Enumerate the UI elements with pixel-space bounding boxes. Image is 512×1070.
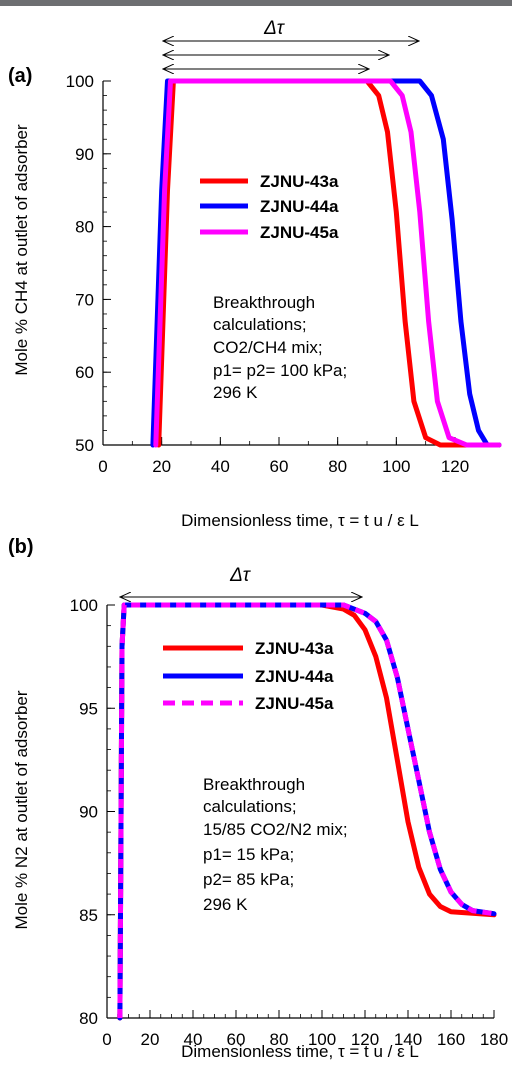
panel-a-y-tick-label: 80 — [75, 218, 94, 237]
panel-b-plot-area: 0 20 40 60 80 100 120 140 160 180 80 85 90 95 100 — [70, 596, 509, 1049]
panel-a-note-line-2: calculations; — [213, 315, 307, 334]
panel-a-annotation: Breakthrough calculations; CO2/CH4 mix; … — [213, 293, 347, 402]
series-line-zjnu-43a — [156, 78, 502, 448]
panel-a-note-line-4: p1= p2= 100 kPa; — [213, 361, 347, 380]
legend-label-zjnu-44a: ZJNU-44a — [260, 197, 339, 216]
panel-a-y-tick-label: 90 — [75, 145, 94, 164]
panel-a-x-tick-label: 40 — [211, 457, 230, 476]
panel-a-delta-tau-arrows — [163, 41, 419, 69]
panel-b-x-tick-label: 0 — [102, 1030, 111, 1049]
legend-label-zjnu-44a: ZJNU-44a — [255, 667, 334, 686]
panel-b-x-axis-label: Dimensionless time, τ = t u / ε L — [181, 1042, 419, 1061]
panel-b-y-tick-label: 80 — [79, 1009, 98, 1028]
panel-b-note-line-6: 296 K — [203, 895, 248, 914]
panel-b-y-tick-label: 95 — [79, 699, 98, 718]
panel-b-note-line-3: 15/85 CO2/N2 mix; — [203, 820, 348, 839]
panel-b-x-tick-label: 140 — [394, 1030, 422, 1049]
series-line-zjnu-45a — [117, 602, 495, 1019]
panel-a-y-tick-label: 50 — [75, 436, 94, 455]
top-border — [0, 0, 512, 6]
series-line-zjnu-45a — [153, 78, 502, 448]
panel-a-note-line-5: 296 K — [213, 383, 258, 402]
panel-a-x-axis-label: Dimensionless time, τ = t u / ε L — [181, 511, 419, 530]
panel-b-note-line-4: p1= 15 kPa; — [203, 845, 294, 864]
panel-b-x-tick-label: 160 — [437, 1030, 465, 1049]
chart-panel-b: (b) Δτ 0 20 40 60 80 100 120 140 160 180 80 85 90 95 1… — [8, 536, 508, 1061]
panel-a-y-tick-label: 100 — [66, 72, 94, 91]
panel-a-delta-tau-label: Δτ — [263, 18, 286, 39]
panel-b-legend: ZJNU-43a ZJNU-44a ZJNU-45a — [163, 639, 334, 713]
legend-label-zjnu-43a: ZJNU-43a — [260, 172, 339, 191]
panel-a-y-tick-label: 60 — [75, 363, 94, 382]
panel-b-note-line-1: Breakthrough — [203, 775, 305, 794]
panel-b-delta-tau-label: Δτ — [229, 565, 252, 586]
legend-label-zjnu-45a: ZJNU-45a — [255, 694, 334, 713]
panel-b-note-line-2: calculations; — [203, 797, 297, 816]
panel-b-annotation: Breakthrough calculations; 15/85 CO2/N2 … — [203, 775, 348, 914]
panel-a-x-tick-label: 0 — [98, 457, 107, 476]
panel-b-x-tick-label: 80 — [270, 1030, 289, 1049]
panel-b-x-tick-label: 100 — [308, 1030, 336, 1049]
panel-a-note-line-1: Breakthrough — [213, 293, 315, 312]
panel-b-x-tick-label: 20 — [141, 1030, 160, 1049]
panel-b-x-tick-label: 40 — [184, 1030, 203, 1049]
panel-b-note-line-5: p2= 85 kPa; — [203, 870, 294, 889]
panel-a-y-tick-label: 70 — [75, 290, 94, 309]
panel-b-x-tick-label: 60 — [227, 1030, 246, 1049]
chart-panel-a: (a) Δτ 0 20 40 60 80 100 120 50 60 70 80 90 100 Mole… — [8, 18, 502, 530]
panel-a-x-tick-label: 60 — [270, 457, 289, 476]
panel-b-y-tick-label: 100 — [70, 596, 98, 615]
panel-a-plot-area: 0 20 40 60 80 100 120 50 60 70 80 90 100 — [66, 72, 502, 476]
legend-label-zjnu-43a: ZJNU-43a — [255, 639, 334, 658]
panel-a-y-axis-label: Mole % CH4 at outlet of adsorber — [12, 124, 31, 376]
panel-a-legend: ZJNU-43a ZJNU-44a ZJNU-45a — [200, 172, 339, 242]
panel-b-y-tick-label: 90 — [79, 803, 98, 822]
panel-a-x-tick-label: 120 — [441, 457, 469, 476]
panel-a-note-line-3: CO2/CH4 mix; — [213, 338, 323, 357]
series-line-zjnu-44a — [150, 78, 502, 448]
panel-a-label: (a) — [8, 65, 32, 87]
panel-b-y-tick-label: 85 — [79, 906, 98, 925]
legend-label-zjnu-45a: ZJNU-45a — [260, 223, 339, 242]
panel-b-x-tick-label: 180 — [480, 1030, 508, 1049]
panel-a-x-tick-label: 80 — [328, 457, 347, 476]
panel-b-y-axis-label: Mole % N2 at outlet of adsorber — [12, 690, 31, 929]
panel-a-x-tick-label: 100 — [382, 457, 410, 476]
panel-b-x-tick-label: 120 — [351, 1030, 379, 1049]
panel-b-label: (b) — [8, 536, 34, 558]
panel-a-x-tick-label: 20 — [152, 457, 171, 476]
